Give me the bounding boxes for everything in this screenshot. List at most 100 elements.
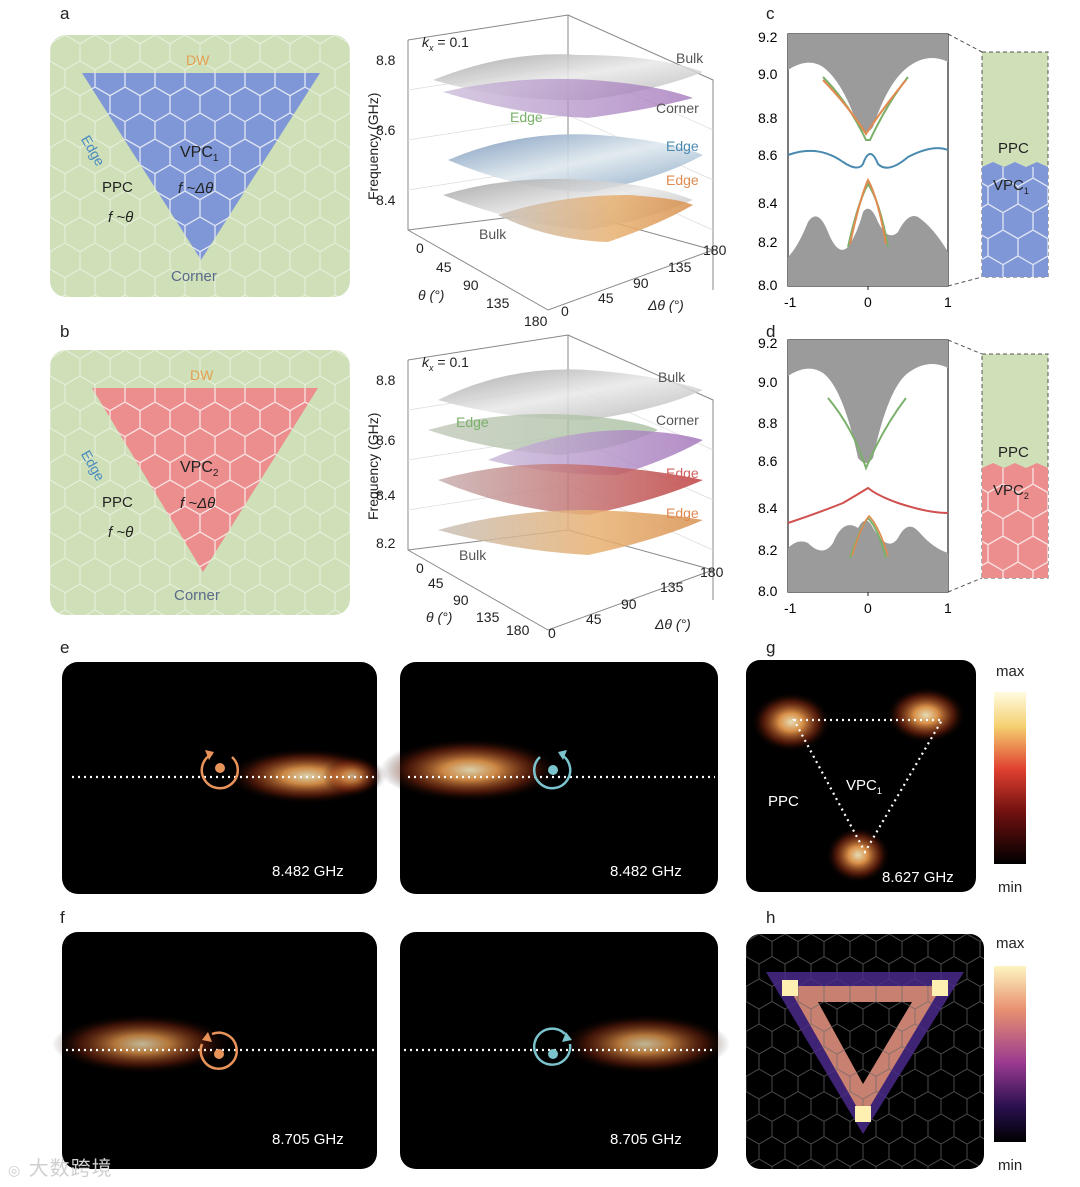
edge-red-surface [438,464,703,515]
y-tick: 8.4 [758,500,778,516]
panel-label-h: h [766,908,776,927]
corner-label: Corner [174,587,220,604]
layer-corner: Corner [656,412,699,428]
y-tick: 9.0 [758,374,778,390]
layer-bulk-top: Bulk [658,369,686,385]
frequency-label: 8.482 GHz [610,863,682,880]
lower-bulk-band [788,208,948,286]
x-tick: 0 [864,600,872,616]
colorbar-max-label: max [996,935,1025,952]
panel-label-g: g [766,638,776,657]
vpc-label: VPC1 [180,144,219,164]
field-map-e-right: 8.482 GHz [380,662,718,894]
dtheta-tick: 0 [561,303,569,319]
y-tick: 8.8 [758,415,778,431]
theta-tick: 135 [486,295,510,311]
f-theta-label: f ~θ [108,524,133,541]
layer-bulk-bottom: Bulk [459,547,487,563]
y-tick-8-8: 8.8 [376,372,396,388]
y-tick-8-4: 8.4 [376,192,396,208]
supercell-ppc-label: PPC [998,444,1029,461]
y-tick-8-4: 8.4 [376,487,396,503]
upper-bulk-band [788,340,948,463]
frequency-label: 8.627 GHz [882,869,954,886]
colorbar-min-label: min [998,1157,1022,1174]
watermark: ◎ 大数跨境 [8,1152,113,1181]
y-tick: 8.2 [758,542,778,558]
frequency-label: 8.482 GHz [272,863,344,880]
ppc-label: PPC [768,793,799,810]
edge-red-band [787,486,949,524]
kx-label: kx = 0.1 [422,34,469,53]
layer-bulk-top: Bulk [676,50,704,66]
schematic-a: DW Edge VPC1 f ~Δθ PPC f ~θ Corner [50,35,350,297]
source-dot [548,765,558,775]
layer-bulk-bottom: Bulk [479,226,507,242]
theta-tick: 0 [416,560,424,576]
panel-label-a: a [60,4,70,23]
upper-bulk-band [788,34,948,132]
schematic-b: DW Edge VPC2 f ~Δθ PPC f ~θ Corner [50,350,350,615]
y-tick-8-2: 8.2 [376,535,396,551]
field-map-e-left: 8.482 GHz [62,662,387,894]
edge-orange-band [822,79,907,136]
panel-label-b: b [60,322,70,341]
y-tick: 9.2 [758,29,778,45]
corner-surface [443,78,693,118]
dw-label: DW [190,367,214,383]
x-tick: 1 [944,294,952,310]
panel-label-e: e [60,638,70,657]
edge-orange-surface [438,510,703,555]
dtheta-tick: 90 [633,275,649,291]
x-tick: 0 [864,294,872,310]
triangle-boundary [792,718,944,855]
vpc-label: VPC1 [846,777,882,796]
source-dot [215,763,225,773]
edge-green-band [827,397,907,471]
layer-edge-blue: Edge [666,138,699,154]
layer-edge-red: Edge [666,465,699,481]
theta-tick: 45 [428,575,444,591]
theta-tick: 90 [463,277,479,293]
edge-orange-surface [498,195,693,242]
clockwise-arrow-icon [532,752,572,790]
panel-label-d: d [766,322,776,341]
x-tick: 1 [944,600,952,616]
x-tick: -1 [784,600,797,616]
corner-hotspot [855,1106,871,1122]
kx-label: kx = 0.1 [422,354,469,373]
dtheta-tick: 180 [700,564,724,580]
x-tick: -1 [784,294,797,310]
y-tick-8-6: 8.6 [376,432,396,448]
frequency-label: 8.705 GHz [610,1131,682,1148]
f-theta-label: f ~θ [108,209,133,226]
corner-hotspot [932,980,948,996]
colorbar-max-label: max [996,663,1025,680]
dtheta-tick: 180 [703,242,727,258]
dtheta-tick: 45 [598,290,614,306]
layer-edge-orange: Edge [666,505,699,521]
dtheta-axis-label: Δθ (°) [654,616,691,632]
field-map-f-right: 8.705 GHz [400,932,730,1169]
theta-tick: 45 [436,259,452,275]
panel-label-c: c [766,4,775,23]
y-tick: 9.0 [758,66,778,82]
theta-axis-label: θ (°) [418,287,444,303]
field-map-h: max min [746,934,1026,1174]
dtheta-tick: 135 [660,579,684,595]
clockwise-arrow-icon [532,1027,572,1066]
f-dtheta-label: f ~Δθ [180,495,215,512]
y-tick: 8.6 [758,147,778,163]
colorbar-min-label: min [998,879,1022,896]
vpc-label: VPC2 [180,459,219,479]
band-plot-d: 9.2 9.0 8.8 8.6 8.4 8.2 8.0 -1 0 1 PPC V… [758,335,1049,616]
y-axis-label: Frequency (GHz) [365,93,381,200]
panel-label-f: f [60,908,65,927]
corner-label: Corner [171,268,217,285]
y-tick: 8.2 [758,234,778,250]
f-dtheta-label: f ~Δθ [178,180,213,197]
dtheta-tick: 135 [668,259,692,275]
edge-blue-band [787,147,949,169]
theta-tick: 135 [476,609,500,625]
layer-edge-orange: Edge [666,172,699,188]
